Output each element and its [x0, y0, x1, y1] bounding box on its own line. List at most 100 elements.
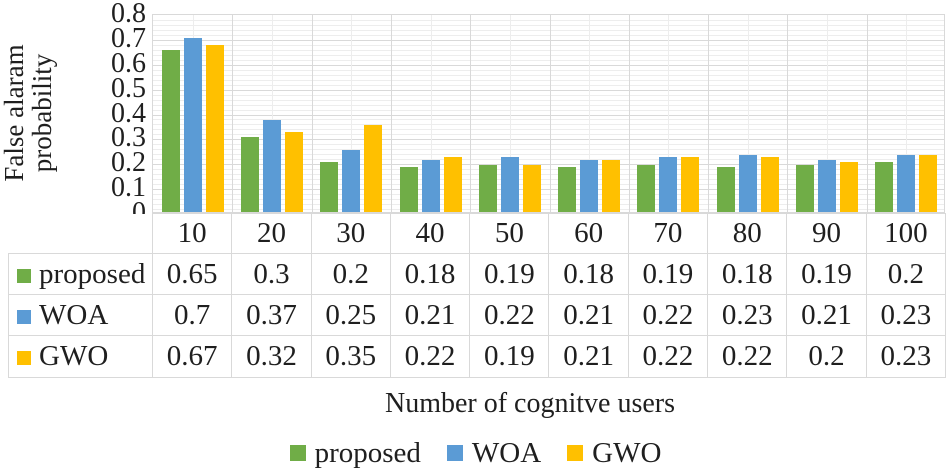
bar-WOA-10: [184, 38, 202, 212]
data-table: 10 20 30 40 50 60 70 80 90 100 proposed 0.65 0.3 0.2 0…: [8, 213, 946, 378]
table-value-proposed-20: 0.3: [231, 253, 312, 295]
gridline: [153, 204, 944, 205]
table-row-WOA: WOA 0.7 0.37 0.25 0.21 0.22 0.21 0.22 0.23 0.21 0.…: [8, 294, 946, 336]
bar-proposed-100: [875, 162, 893, 212]
table-value-proposed-60: 0.18: [548, 253, 629, 295]
table-value-WOA-70: 0.22: [627, 294, 709, 336]
gridline: [153, 164, 944, 165]
gridline: [153, 30, 944, 31]
gridline: [153, 105, 944, 106]
table-value-GWO-90: 0.2: [786, 335, 867, 378]
series-label-cell-GWO: GWO: [8, 335, 153, 378]
bar-GWO-80: [761, 157, 779, 212]
table-row-GWO: GWO 0.67 0.32 0.35 0.22 0.19 0.21 0.22 0.22 0.2 0.…: [8, 335, 946, 378]
bar-proposed-20: [241, 137, 259, 212]
table-value-proposed-10: 0.65: [151, 253, 233, 295]
gridline: [153, 154, 944, 155]
gridline: [153, 80, 944, 81]
table-value-GWO-20: 0.32: [231, 335, 312, 378]
gridline: [153, 25, 944, 26]
table-value-WOA-80: 0.23: [707, 294, 788, 336]
gridline: [153, 70, 944, 71]
gridline: [153, 75, 944, 76]
gridline: [153, 199, 944, 200]
series-name-label: proposed: [39, 257, 146, 290]
table-value-GWO-10: 0.67: [151, 335, 233, 378]
y-tick-label: 0.1: [111, 172, 146, 204]
legend-swatch-GWO: [567, 445, 584, 461]
gridline: [153, 50, 944, 51]
y-tick-label: 0.7: [111, 22, 146, 54]
bar-proposed-90: [796, 165, 814, 212]
bar-GWO-60: [602, 160, 620, 212]
bar-WOA-60: [580, 160, 598, 212]
bar-GWO-10: [206, 45, 224, 212]
table-value-proposed-80: 0.18: [707, 253, 788, 295]
gridline: [153, 119, 944, 120]
y-tick-label: 0.5: [111, 72, 146, 104]
x-category-label: 80: [707, 213, 788, 254]
series-label-cell-WOA: WOA: [8, 294, 153, 336]
gridline: [153, 179, 944, 180]
bar-WOA-40: [422, 160, 440, 212]
y-axis-title-line1: False alaram: [0, 44, 29, 182]
gridline: [708, 15, 709, 212]
x-category-label: 50: [469, 213, 550, 254]
bar-proposed-70: [637, 165, 655, 212]
gridline: [668, 15, 669, 212]
bar-WOA-80: [739, 155, 757, 212]
gridline: [867, 15, 868, 212]
gridline: [232, 15, 233, 212]
table-value-WOA-90: 0.21: [786, 294, 867, 336]
series-key-swatch-proposed: [17, 268, 31, 283]
gridline: [153, 20, 944, 21]
gridline: [153, 55, 944, 56]
gridline: [748, 15, 749, 212]
y-tick-label: 0.8: [111, 0, 146, 29]
table-value-GWO-80: 0.22: [707, 335, 788, 378]
table-value-WOA-60: 0.21: [548, 294, 629, 336]
bar-GWO-20: [285, 132, 303, 212]
x-category-label: 20: [231, 213, 312, 254]
gridline: [272, 15, 273, 212]
y-tick-label: 0.3: [111, 122, 146, 154]
gridline: [153, 65, 944, 66]
legend-item-proposed: proposed: [289, 437, 421, 470]
x-category-label: 90: [786, 213, 867, 254]
gridline: [153, 124, 944, 125]
table-value-proposed-70: 0.19: [627, 253, 709, 295]
x-category-label: 10: [151, 213, 233, 254]
gridline: [153, 45, 944, 46]
legend-label-WOA: WOA: [471, 436, 542, 469]
gridline: [153, 60, 944, 61]
gridline: [787, 15, 788, 212]
table-value-proposed-40: 0.18: [389, 253, 471, 295]
x-category-label: 70: [627, 213, 709, 254]
bar-GWO-70: [681, 157, 699, 212]
gridline: [589, 15, 590, 212]
bar-GWO-100: [919, 155, 937, 212]
y-axis-title: False alaram probability: [0, 13, 57, 213]
gridline: [153, 115, 944, 116]
x-category-label: 40: [389, 213, 471, 254]
gridline: [510, 15, 511, 212]
bar-GWO-90: [840, 162, 858, 212]
gridline: [629, 15, 630, 212]
table-value-WOA-40: 0.21: [389, 294, 471, 336]
gridline: [153, 174, 944, 175]
table-corner-cell: [8, 213, 153, 254]
gridline: [153, 134, 944, 135]
gridline: [906, 15, 907, 212]
gridline: [470, 15, 471, 212]
bar-WOA-50: [501, 157, 519, 212]
table-value-GWO-60: 0.21: [548, 335, 629, 378]
table-row-proposed: proposed 0.65 0.3 0.2 0.18 0.19 0.18 0.19 0.18 0.…: [8, 253, 946, 295]
gridline: [153, 144, 944, 145]
x-axis-title: Number of cognitve users: [384, 388, 676, 419]
gridline: [153, 90, 944, 91]
y-axis-title-line2: probability: [27, 53, 57, 173]
bar-proposed-30: [320, 162, 338, 212]
series-name-label: GWO: [39, 340, 109, 372]
table-value-GWO-100: 0.23: [865, 335, 946, 378]
bar-proposed-50: [479, 165, 497, 212]
